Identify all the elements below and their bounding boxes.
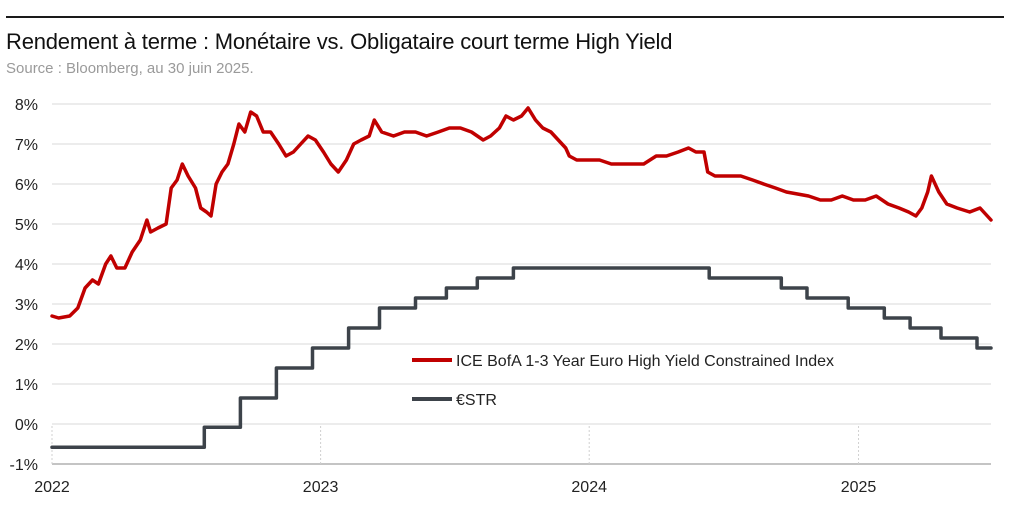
y-tick-label-0: 8% — [15, 97, 38, 114]
y-tick-label-3: 5% — [15, 217, 38, 234]
y-tick-label-8: 0% — [15, 417, 38, 434]
x-tick-label-3: 2025 — [841, 479, 877, 496]
x-axis-ticks — [51, 424, 860, 464]
y-tick-label-5: 3% — [15, 297, 38, 314]
x-tick-label-1: 2023 — [303, 479, 339, 496]
chart-subtitle: Source : Bloomberg, au 30 juin 2025. — [6, 60, 254, 77]
x-axis-labels: 2022 2023 2024 2025 — [34, 479, 876, 496]
legend-label-ice-bofa: ICE BofA 1-3 Year Euro High Yield Constr… — [456, 353, 834, 370]
grid-lines — [52, 103, 991, 425]
y-tick-label-1: 7% — [15, 137, 38, 154]
y-tick-label-6: 2% — [15, 337, 38, 354]
y-tick-label-2: 6% — [15, 177, 38, 194]
y-tick-label-7: 1% — [15, 377, 38, 394]
legend-label-estr: €STR — [456, 392, 497, 409]
x-tick-label-0: 2022 — [34, 479, 70, 496]
y-tick-label-9: -1% — [10, 457, 38, 474]
series-line-1 — [50, 266, 993, 449]
series-lines — [50, 106, 993, 449]
chart-title: Rendement à terme : Monétaire vs. Obliga… — [6, 29, 673, 54]
legend: ICE BofA 1-3 Year Euro High Yield Constr… — [412, 353, 834, 409]
y-tick-label-4: 4% — [15, 257, 38, 274]
top-rule — [6, 16, 1004, 18]
series-line-0 — [50, 106, 993, 320]
x-tick-label-2: 2024 — [571, 479, 607, 496]
y-axis-labels: 8% 7% 6% 5% 4% 3% 2% 1% 0% -1% — [10, 97, 38, 474]
